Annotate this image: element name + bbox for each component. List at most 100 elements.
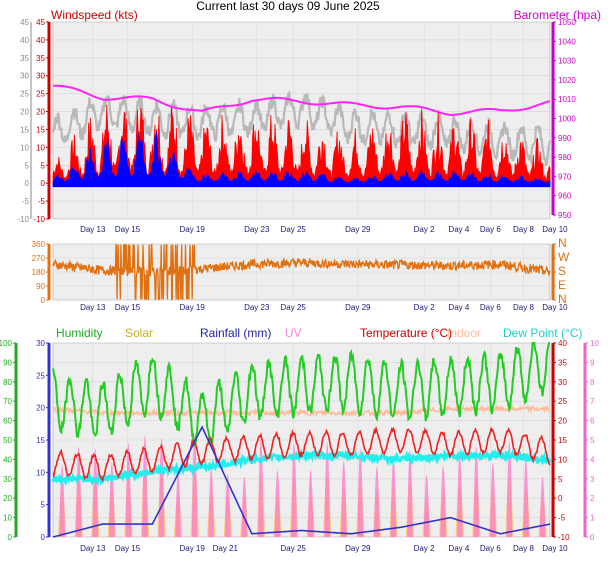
legend-indoor: Indoor <box>447 326 481 340</box>
barometer-axis-label: Barometer (hpa) <box>514 8 601 22</box>
humidity-axis-tick-label: 50 <box>3 436 12 445</box>
uv-axis-tick-label: 2 <box>590 494 595 503</box>
uv-axis-tick-label: 3 <box>590 475 595 484</box>
direction-x-label: Day 8 <box>513 303 534 312</box>
legend-uv: UV <box>285 326 302 340</box>
windspeed-axis-tick-label: 10 <box>36 143 45 152</box>
wind-secondary-tick-label: 25 <box>20 90 29 99</box>
direction-axis-tick-label: 180 <box>32 268 46 277</box>
direction-x-label: Day 10 <box>542 303 568 312</box>
wind-x-label: Day 19 <box>179 225 205 234</box>
uv-hump <box>141 434 148 537</box>
uv-hump <box>125 442 132 537</box>
legend-temperature: Temperature (°C) <box>360 326 452 340</box>
wind-x-label: Day 23 <box>244 225 270 234</box>
direction-axis-tick-label: 360 <box>32 240 46 249</box>
barometer-axis-tick-label: 1040 <box>558 37 576 46</box>
direction-x-label: Day 25 <box>281 303 307 312</box>
uv-axis-tick-label: 5 <box>590 436 595 445</box>
barometer-axis-tick-label: 990 <box>558 134 572 143</box>
wind-secondary-tick-label: 30 <box>20 72 29 81</box>
compass-axis-tick-label: N <box>558 236 567 250</box>
barometer-axis-tick-label: 1050 <box>558 18 576 27</box>
temp-x-label: Day 15 <box>115 544 141 553</box>
uv-hump <box>407 450 413 537</box>
wind-secondary-tick-label: 35 <box>20 54 29 63</box>
temperature-axis-tick-label: 35 <box>558 358 567 367</box>
barometer-axis-tick-label: 1000 <box>558 115 576 124</box>
uv-hump <box>274 470 281 537</box>
wind-secondary-tick-label: 45 <box>20 18 29 27</box>
rainfall-axis-tick-label: 30 <box>36 339 45 348</box>
rainfall-axis-tick-label: 5 <box>41 501 46 510</box>
direction-axis-tick-label: 90 <box>36 282 45 291</box>
legend-dew-point: Dew Point (°C) <box>503 326 582 340</box>
direction-x-label: Day 29 <box>345 303 371 312</box>
uv-hump <box>307 469 314 537</box>
temp-x-label: Day 10 <box>542 544 568 553</box>
temp-x-label: Day 6 <box>480 544 501 553</box>
wind-x-label: Day 8 <box>513 225 534 234</box>
barometer-axis-tick-label: 970 <box>558 172 572 181</box>
temp-x-label: Day 25 <box>281 544 307 553</box>
wind-x-label: Day 13 <box>80 225 106 234</box>
temp-x-label: Day 2 <box>414 544 435 553</box>
wind-secondary-tick-label: 0 <box>25 179 30 188</box>
legend-rainfall: Rainfall (mm) <box>200 326 271 340</box>
humidity-line <box>52 342 551 449</box>
uv-hump <box>224 474 231 537</box>
temperature-axis-tick-label: 5 <box>558 475 563 484</box>
rainfall-axis-tick-label: 0 <box>41 533 46 542</box>
temperature-axis-tick-label: -10 <box>558 533 570 542</box>
temperature-axis-tick-label: 40 <box>558 339 567 348</box>
humidity-axis-tick-label: 80 <box>3 378 12 387</box>
uv-hump <box>373 466 380 537</box>
barometer-axis-tick-label: 960 <box>558 192 572 201</box>
barometer-axis-tick-label: 1030 <box>558 57 576 66</box>
uv-axis-tick-label: 7 <box>590 397 595 406</box>
uv-hump <box>324 442 331 537</box>
barometer-axis-tick-label: 980 <box>558 153 572 162</box>
rainfall-line <box>52 425 551 538</box>
direction-x-label: Day 19 <box>179 303 205 312</box>
direction-x-label: Day 2 <box>414 303 435 312</box>
uv-hump <box>75 447 82 537</box>
wind-secondary-tick-label: 15 <box>20 125 29 134</box>
legend-solar: Solar <box>125 326 153 340</box>
direction-axis-tick-label: 0 <box>41 296 46 305</box>
windspeed-axis-tick-label: 35 <box>36 54 45 63</box>
temp-x-label: Day 13 <box>80 544 106 553</box>
direction-x-label: Day 4 <box>448 303 469 312</box>
windspeed-axis-tick-label: 0 <box>41 179 46 188</box>
chart-title: Current last 30 days 09 June 2025 <box>196 0 380 13</box>
wind-speed-grey-line <box>51 90 552 167</box>
windspeed-axis-tick-label: -10 <box>33 215 45 224</box>
temperature-axis-tick-label: 25 <box>558 397 567 406</box>
temp-x-label: Day 21 <box>213 544 239 553</box>
humidity-axis-tick-label: 10 <box>3 514 12 523</box>
humidity-axis-tick-label: 60 <box>3 417 12 426</box>
barometer-axis-tick-label: 1020 <box>558 76 576 85</box>
wind-secondary-tick-label: -5 <box>22 197 30 206</box>
wind-secondary-tick-label: 5 <box>25 161 30 170</box>
direction-x-label: Day 15 <box>115 303 141 312</box>
rainfall-axis-tick-label: 15 <box>36 436 45 445</box>
humidity-axis-tick-label: 100 <box>0 339 13 348</box>
uv-axis-tick-label: 4 <box>590 455 595 464</box>
wind-secondary-tick-label: 10 <box>20 143 29 152</box>
rainfall-axis-tick-label: 10 <box>36 468 45 477</box>
temp-x-label: Day 8 <box>513 544 534 553</box>
uv-hump <box>92 448 99 537</box>
uv-hump <box>208 468 215 537</box>
uv-hump <box>340 460 347 537</box>
uv-axis-tick-label: 10 <box>590 339 599 348</box>
wind-x-label: Day 15 <box>115 225 141 234</box>
windspeed-axis-label: Windspeed (kts) <box>51 8 138 22</box>
uv-hump <box>108 462 115 537</box>
temp-x-label: Day 4 <box>448 544 469 553</box>
uv-hump <box>473 447 480 537</box>
humidity-axis-tick-label: 70 <box>3 397 12 406</box>
uv-hump <box>175 474 182 537</box>
windspeed-axis-tick-label: -5 <box>38 197 46 206</box>
